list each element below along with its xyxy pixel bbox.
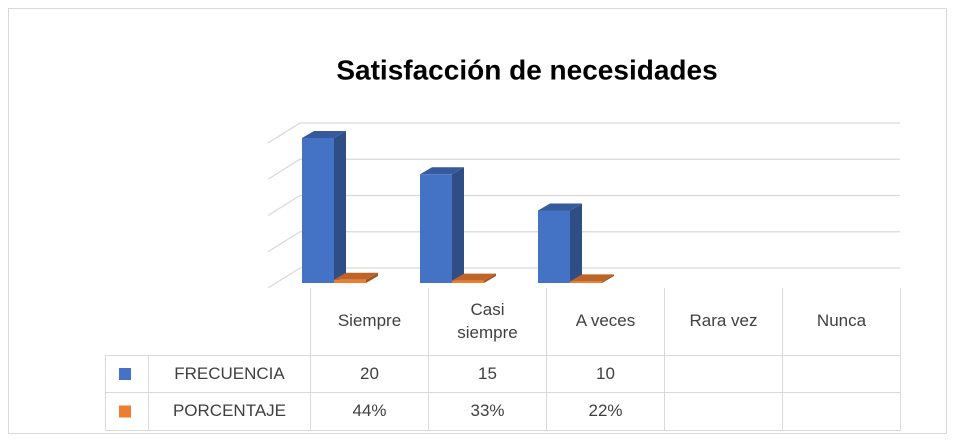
grid-line	[267, 231, 900, 253]
series-name-text: PORCENTAJE	[172, 401, 287, 421]
bar-top	[538, 203, 582, 211]
table-header-text: Rara vez	[689, 311, 758, 331]
bar-side	[452, 167, 464, 283]
table-header-text: A veces	[575, 311, 636, 331]
table-value	[664, 355, 783, 393]
table-value: 20	[310, 355, 429, 393]
table-value	[782, 355, 901, 393]
chart-border	[8, 8, 947, 434]
chart-title: Satisfacción de necesidades	[336, 54, 717, 85]
table-header-text: Nunca	[816, 311, 867, 331]
grid-line	[267, 194, 900, 217]
table-value: 33%	[428, 392, 547, 431]
bar-top	[334, 272, 378, 280]
table-value-text: 22%	[588, 401, 623, 421]
bar-top	[570, 274, 614, 282]
bar	[452, 280, 484, 283]
table-header-text: Siempre	[337, 311, 402, 331]
legend-key	[119, 405, 131, 418]
legend-cell	[105, 355, 149, 393]
table-value-text: 33%	[470, 401, 505, 421]
bar	[538, 210, 570, 283]
series-name: PORCENTAJE	[148, 392, 311, 431]
table-value	[782, 392, 901, 431]
bar	[302, 138, 334, 283]
bar	[420, 174, 452, 283]
table-value: 44%	[310, 392, 429, 431]
table-header-text: Casi siempre	[457, 299, 518, 342]
table-header: Nunca	[782, 288, 901, 355]
table-value: 15	[428, 355, 547, 393]
legend-cell	[105, 392, 149, 431]
bar-top	[302, 131, 346, 138]
table-value-text: 15	[478, 363, 497, 383]
table-header: A veces	[546, 288, 665, 355]
table-header: Siempre	[310, 288, 429, 355]
table-header: Casi siempre	[428, 288, 547, 355]
series-name: FRECUENCIA	[148, 355, 311, 393]
bar-side	[366, 272, 378, 283]
bar-top	[452, 273, 496, 281]
bar-top	[420, 167, 464, 175]
table-value-text: 44%	[352, 401, 387, 421]
bar-side	[602, 274, 614, 283]
table-value	[664, 392, 783, 431]
table-header: Rara vez	[664, 288, 783, 355]
bar-side	[570, 203, 582, 283]
bar-side	[484, 273, 496, 283]
bar	[334, 279, 366, 283]
table-value: 22%	[546, 392, 665, 431]
legend-key	[119, 368, 131, 380]
grid-line	[267, 267, 900, 289]
series-name-text: FRECUENCIA	[174, 363, 285, 383]
bar-side	[334, 131, 346, 283]
bar	[570, 281, 602, 283]
table-value-text: 20	[360, 363, 379, 383]
grid-line	[267, 122, 900, 144]
grid-line	[267, 158, 900, 180]
table-value: 10	[546, 355, 665, 393]
table-value-text: 10	[596, 363, 615, 383]
